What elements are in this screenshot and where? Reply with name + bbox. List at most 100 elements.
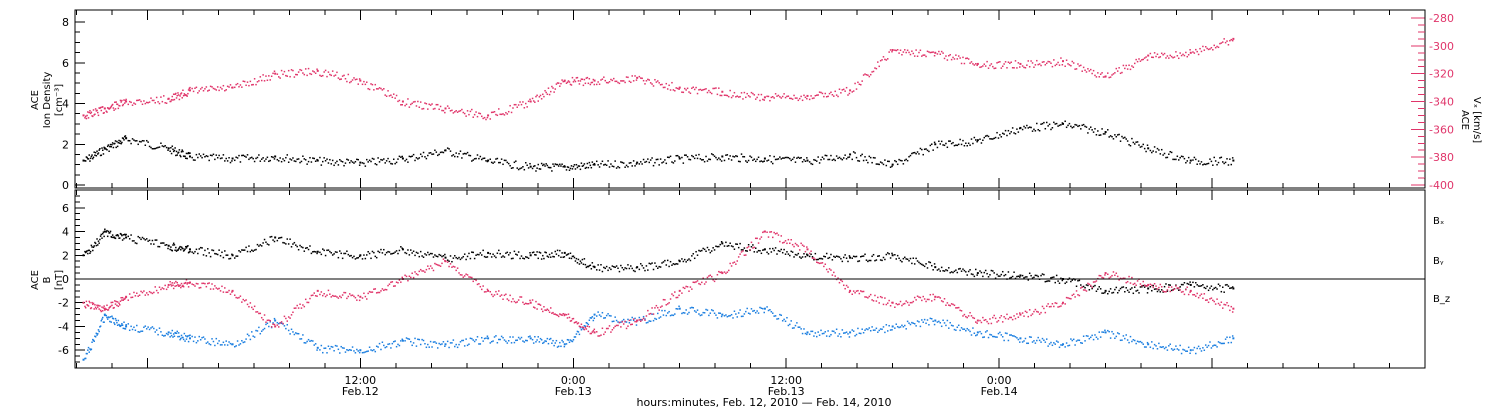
bx-point — [750, 246, 753, 248]
bx-point — [411, 252, 413, 254]
vx-point — [172, 99, 174, 101]
bx-point — [493, 255, 496, 257]
bx-point — [938, 268, 940, 270]
vx-point — [442, 109, 445, 112]
vx-point — [864, 73, 866, 75]
bx-point — [449, 255, 452, 257]
vx-point — [179, 95, 181, 97]
vx-point — [330, 74, 333, 77]
by-point — [121, 322, 123, 325]
vx-point — [576, 76, 579, 79]
bz-point — [312, 294, 314, 296]
bz-point — [566, 317, 569, 319]
by-point — [1026, 342, 1028, 345]
density-point — [128, 139, 131, 142]
by-point — [97, 329, 100, 331]
density-point — [455, 152, 457, 154]
bz-point — [1143, 284, 1146, 286]
vx-point — [838, 88, 841, 90]
by-point — [824, 331, 827, 333]
bz-point — [111, 304, 113, 307]
by-point — [1158, 342, 1160, 345]
by-point — [187, 335, 189, 337]
vx-point — [573, 79, 576, 81]
vx-point — [899, 49, 902, 52]
bx-point — [90, 244, 93, 247]
bz-point — [571, 318, 574, 320]
density-point — [940, 140, 943, 143]
by-point — [1141, 341, 1143, 344]
by-point — [1014, 336, 1017, 338]
by-point — [431, 346, 433, 348]
vx-point — [1067, 63, 1069, 65]
by-point — [384, 346, 386, 349]
by-point — [769, 309, 771, 311]
by-point — [1019, 337, 1022, 340]
bz-point — [904, 302, 906, 305]
bx-point — [1219, 285, 1221, 287]
by-point — [506, 342, 509, 344]
bz-point — [942, 300, 944, 303]
bx-point — [231, 253, 233, 256]
bx-point — [1124, 290, 1126, 293]
bx-point — [1014, 277, 1017, 280]
bx-point — [455, 256, 457, 259]
density-point — [581, 165, 584, 167]
bz-point — [235, 296, 237, 299]
bx-point — [1007, 271, 1010, 273]
bz-point — [938, 296, 940, 298]
density-point — [425, 157, 428, 160]
bz-point — [628, 319, 631, 322]
density-point — [1147, 147, 1150, 150]
by-point — [1187, 346, 1190, 349]
density-point — [793, 156, 795, 159]
vx-point — [948, 54, 950, 57]
bx-point — [1074, 279, 1076, 281]
bz-point — [874, 294, 876, 297]
by-point — [112, 317, 115, 320]
density-point — [1080, 128, 1082, 130]
bx-point — [256, 243, 259, 246]
density-point — [1151, 151, 1153, 154]
bx-point — [480, 254, 483, 256]
bz-point — [794, 242, 797, 245]
bx-point — [236, 255, 239, 257]
by-point — [963, 328, 966, 330]
by-point — [195, 341, 198, 344]
by-point — [989, 333, 991, 336]
density-point — [575, 163, 578, 166]
density-point — [263, 160, 266, 162]
density-point — [929, 144, 932, 147]
vx-point — [207, 90, 209, 92]
density-point — [479, 155, 482, 158]
bz-point — [655, 304, 658, 307]
by-point — [310, 339, 313, 342]
vx-point — [1070, 64, 1072, 67]
bz-point — [380, 290, 382, 292]
bz-point — [786, 242, 788, 245]
vx-point — [233, 86, 236, 89]
bz-point — [1197, 296, 1200, 299]
bz-point — [248, 305, 250, 308]
bx-point — [516, 254, 518, 256]
bx-point — [980, 271, 983, 274]
by-point — [569, 339, 572, 341]
by-point — [212, 340, 215, 343]
vx-point — [346, 80, 348, 83]
density-point — [371, 157, 374, 160]
bx-point — [544, 251, 546, 253]
vx-point — [269, 79, 271, 81]
vx-point — [1199, 47, 1201, 50]
bx-point — [787, 253, 790, 255]
vx-point — [601, 78, 604, 80]
bx-point — [702, 247, 704, 250]
by-point — [127, 323, 130, 325]
bz-point — [1186, 286, 1189, 288]
by-point — [221, 344, 223, 346]
bx-point — [586, 265, 589, 268]
density-point — [256, 156, 259, 159]
vx-point — [242, 80, 245, 82]
bz-point — [160, 288, 162, 291]
bz-point — [1122, 277, 1125, 279]
bx-point — [1204, 287, 1207, 290]
